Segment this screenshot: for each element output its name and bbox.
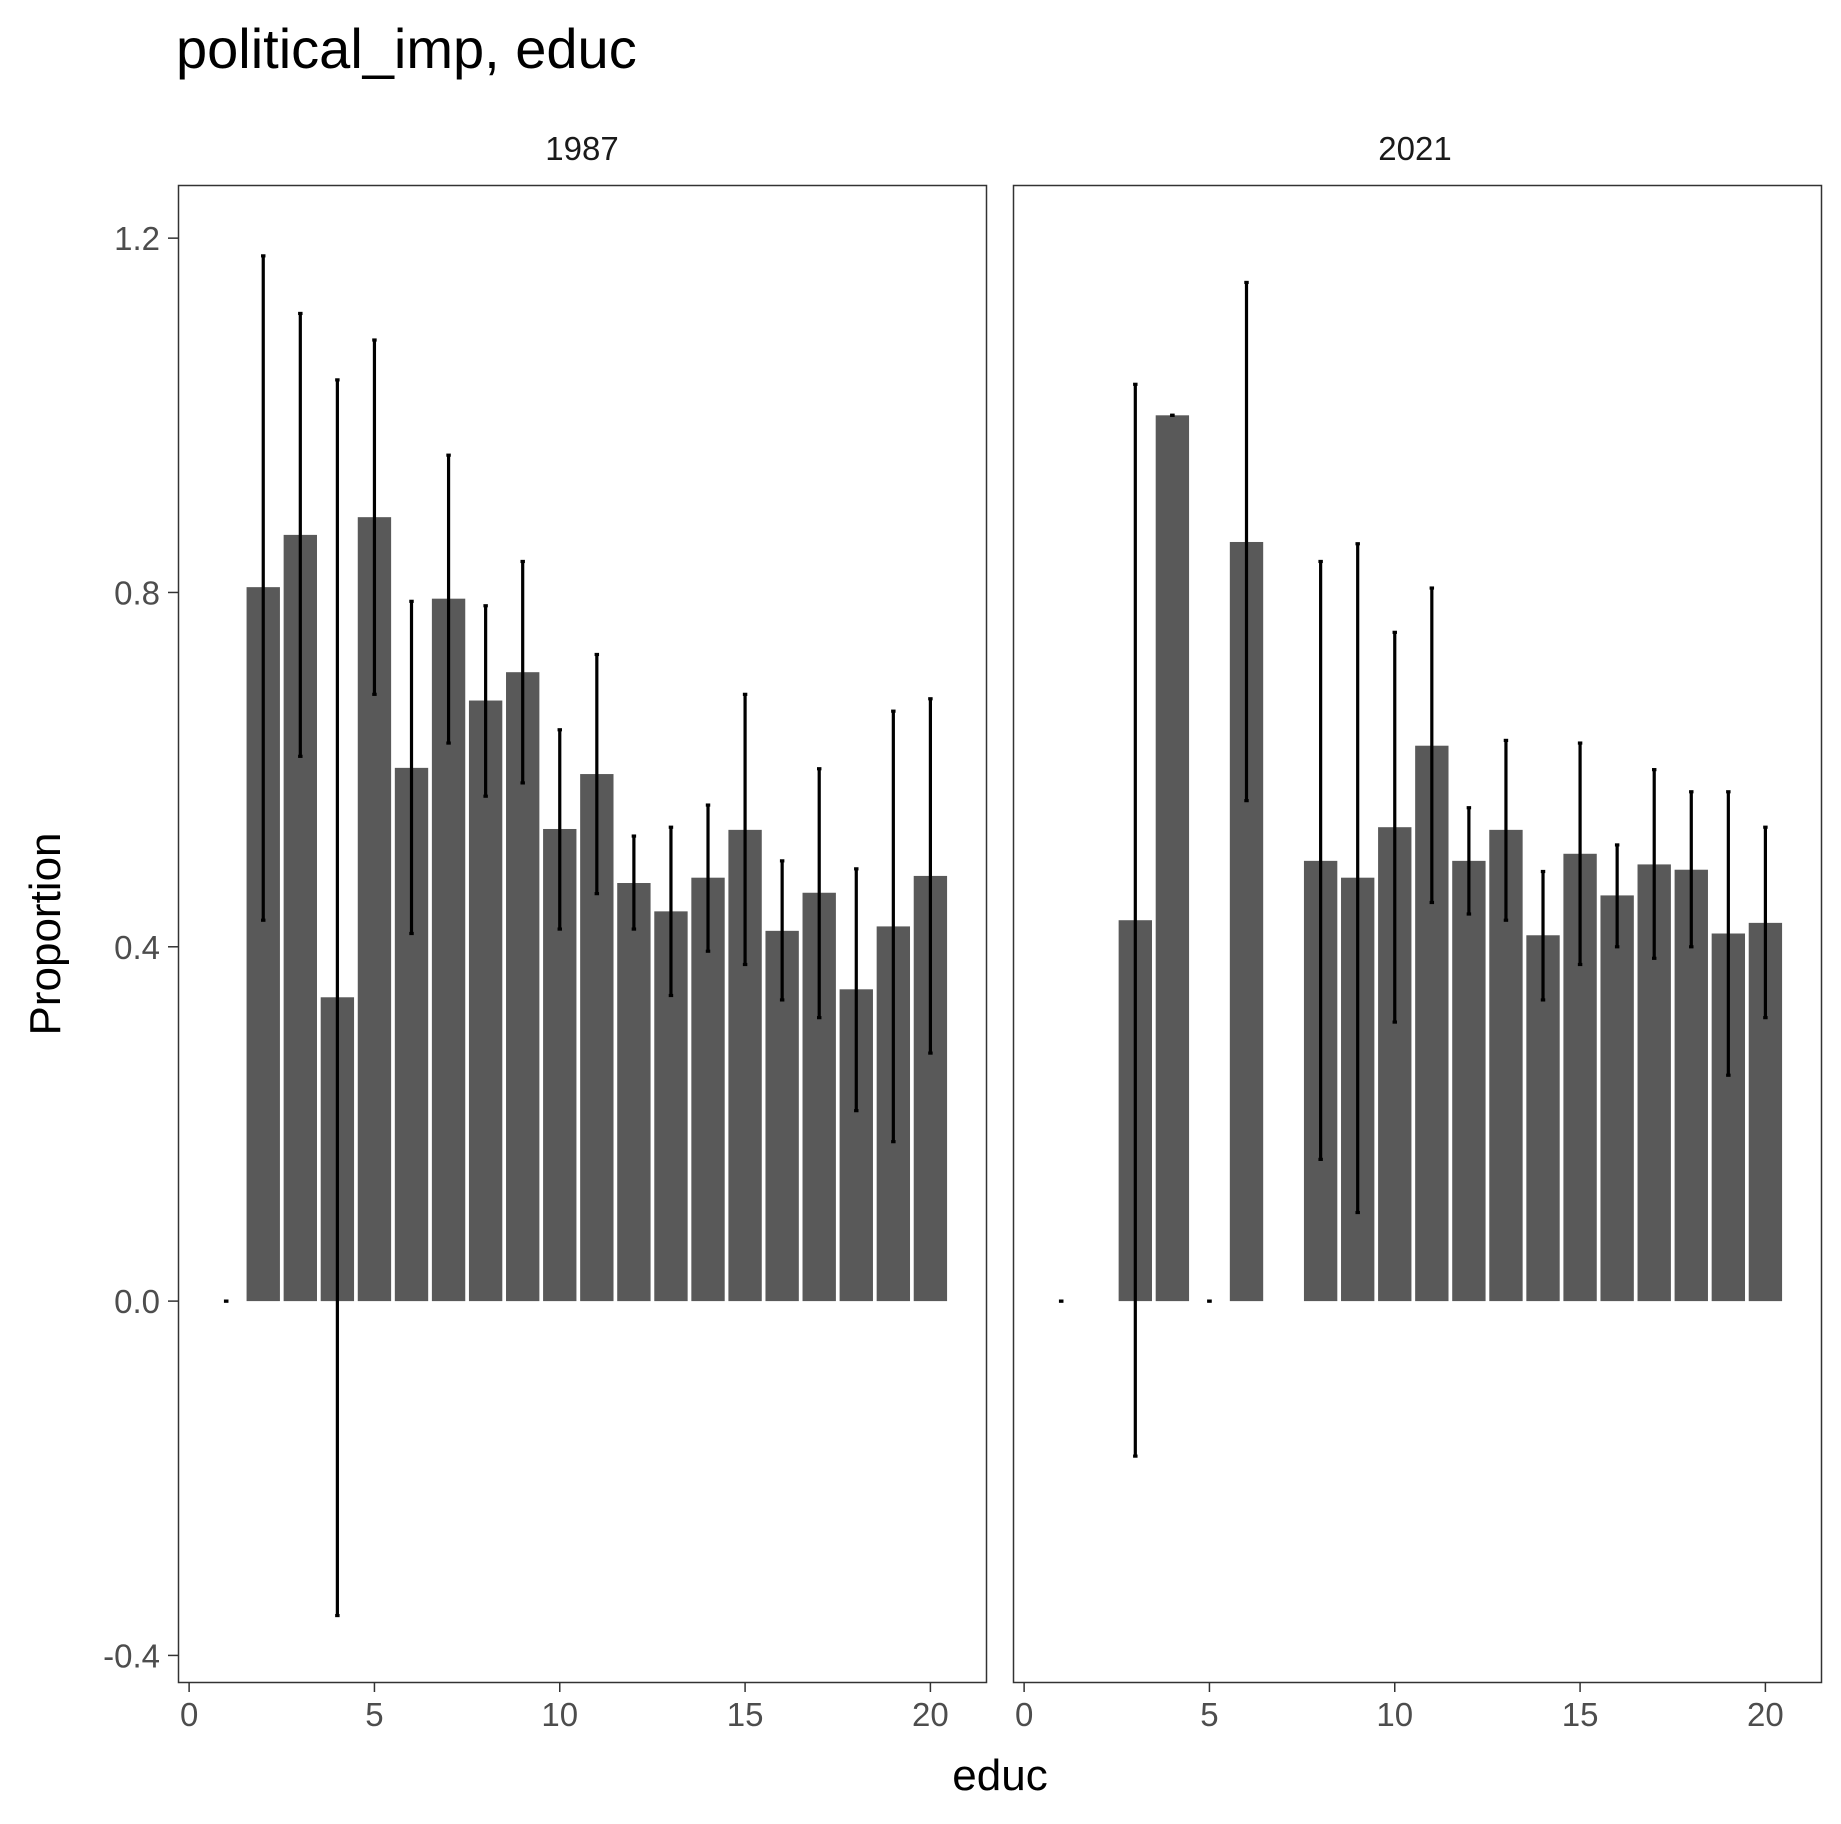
errorbar-2021-educ-9 (1355, 542, 1360, 1215)
panel-border-1987 (177, 184, 988, 1684)
x-tick-label: 15 (727, 1696, 764, 1733)
x-tick-label: 10 (1376, 1696, 1413, 1733)
x-tick-label: 20 (1747, 1696, 1784, 1733)
x-tick-label: 0 (1015, 1696, 1033, 1733)
errorbar-2021-educ-6 (1244, 280, 1249, 803)
errorbar-2021-educ-16 (1614, 843, 1620, 949)
errorbar-1987-educ-7 (446, 453, 451, 745)
marks-2021 (1058, 280, 1783, 1458)
errorbar-1987-educ-13 (668, 825, 674, 998)
strip-label-2021: 2021 (1378, 130, 1451, 167)
errorbar-1987-educ-4 (335, 378, 340, 1618)
errorbar-1987-educ-16 (779, 859, 785, 1002)
bar-2021-educ-12 (1452, 860, 1486, 1302)
errorbar-2021-educ-3 (1133, 382, 1138, 1458)
errorbar-1987-educ-11 (594, 652, 600, 896)
errorbar-1987-educ-5 (372, 338, 377, 696)
errorbar-2021-educ-12 (1466, 806, 1472, 916)
y-axis: -0.4 0.0 0.4 0.8 1.2 (103, 220, 178, 1674)
errorbar-1987-educ-20 (928, 697, 933, 1055)
errorbar-1987-educ-6 (409, 599, 414, 936)
bar-2021-educ-4 (1155, 415, 1190, 1302)
errorbar-2021-educ-11 (1429, 586, 1435, 905)
x-tick-label: 20 (912, 1696, 949, 1733)
errorbar-1987-educ-18 (854, 867, 859, 1113)
y-tick-label: -0.4 (103, 1637, 160, 1674)
x-tick-label: 5 (365, 1696, 383, 1733)
panel-border-2021 (1012, 184, 1823, 1684)
errorbar-1987-educ-9 (520, 559, 525, 785)
x-tick-label: 0 (180, 1696, 198, 1733)
x-axis-2021: 0 5 10 15 20 (1015, 1682, 1784, 1733)
errorbar-2021-educ-14 (1540, 869, 1546, 1002)
errorbar-1987-educ-19 (891, 709, 896, 1144)
errorbar-1987-educ-14 (705, 803, 711, 953)
x-axis-1987: 0 5 10 15 20 (180, 1682, 949, 1733)
errorbar-2021-educ-17 (1651, 768, 1657, 960)
errorbar-2021-educ-15 (1577, 741, 1583, 967)
x-tick-label: 15 (1562, 1696, 1599, 1733)
errorbar-1987-educ-3 (298, 311, 303, 758)
errorbar-2021-educ-10 (1392, 630, 1397, 1024)
y-tick-label: 0.8 (114, 574, 160, 611)
errorbar-1987-educ-15 (742, 692, 748, 967)
y-tick-label: 1.2 (114, 220, 160, 257)
panel-1987: 1987 0 5 10 15 20 (177, 130, 988, 1733)
y-axis-title: Proportion (21, 832, 70, 1035)
errorbar-1987-educ-2 (261, 254, 266, 922)
errorbar-2021-educ-8 (1318, 559, 1323, 1161)
marks-1987 (223, 254, 948, 1618)
errorbar-1987-educ-12 (631, 834, 637, 931)
x-axis-title: educ (952, 1751, 1047, 1800)
strip-label-1987: 1987 (545, 130, 618, 167)
bar-1987-educ-8 (468, 700, 503, 1302)
y-tick-label: 0.4 (114, 929, 160, 966)
errorbar-1987-educ-10 (557, 728, 562, 931)
errorbar-2021-educ-20 (1763, 825, 1768, 1020)
errorbar-2021-educ-18 (1689, 790, 1694, 949)
bar-1987-educ-12 (617, 883, 651, 1302)
x-tick-label: 10 (541, 1696, 578, 1733)
panel-2021: 2021 0 5 10 15 20 (1012, 130, 1823, 1733)
bar-2021-educ-16 (1600, 895, 1634, 1302)
errorbar-2021-educ-13 (1503, 738, 1509, 922)
y-tick-label: 0.0 (114, 1283, 160, 1320)
x-tick-label: 5 (1200, 1696, 1218, 1733)
chart-title: political_imp, educ (176, 17, 637, 80)
errorbar-1987-educ-8 (483, 604, 488, 798)
errorbar-1987-educ-17 (816, 767, 822, 1020)
errorbar-2021-educ-19 (1726, 790, 1731, 1077)
